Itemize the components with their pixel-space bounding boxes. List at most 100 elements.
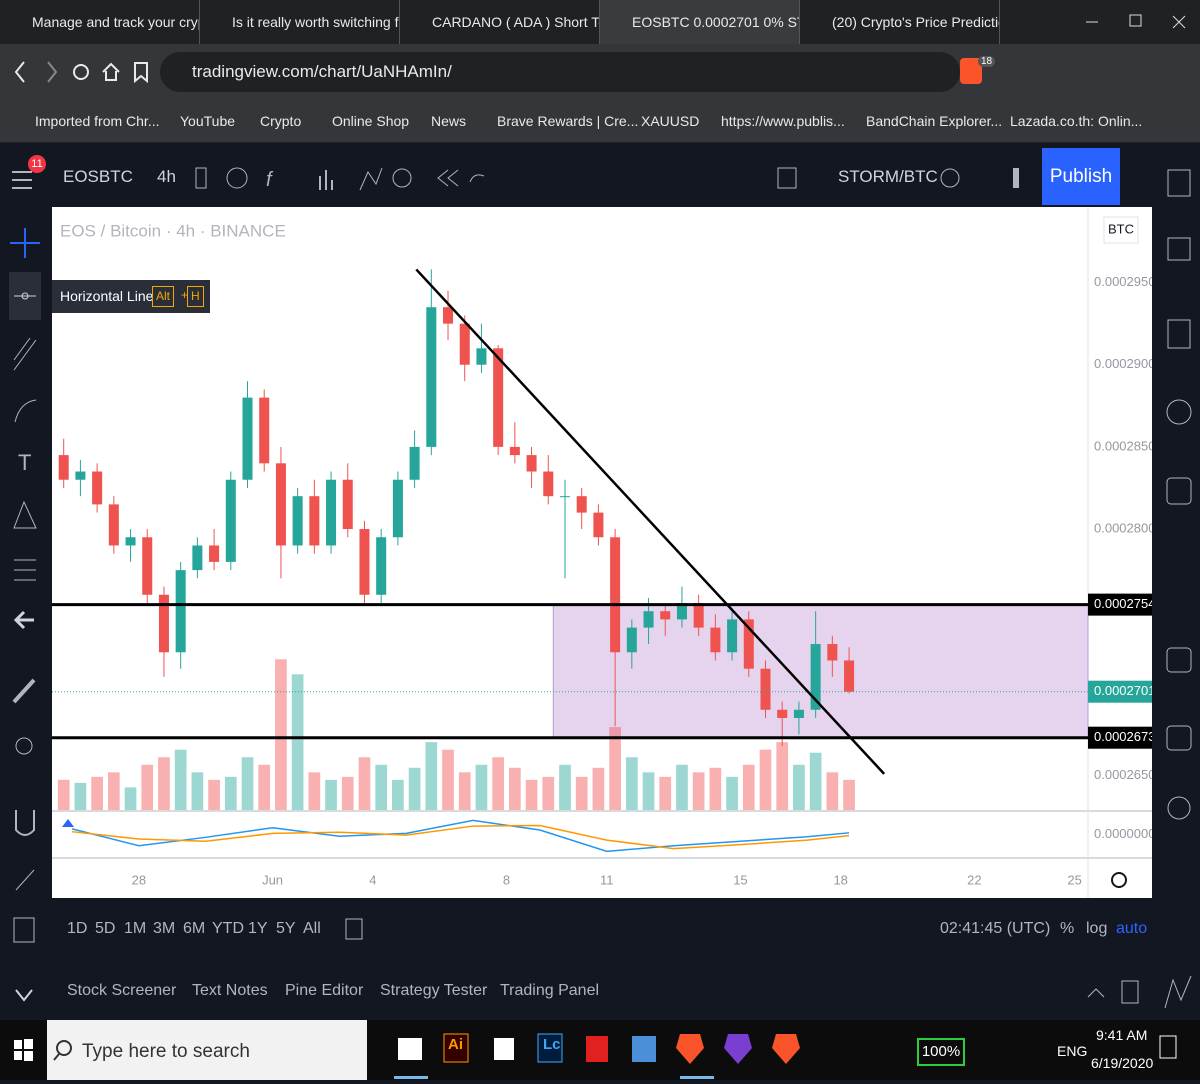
volume-bar — [358, 757, 371, 810]
panel-controls[interactable] — [1080, 975, 1150, 1009]
candle-body — [309, 496, 320, 546]
volume-bar — [408, 767, 421, 810]
time: 9:41 AM — [1096, 1027, 1148, 1043]
trend-line — [415, 268, 886, 775]
candle-body — [727, 619, 738, 653]
x-tick-label: 15 — [733, 872, 747, 887]
x-tick-label: 25 — [1067, 872, 1081, 887]
x-tick-label: 8 — [503, 872, 510, 887]
candle-body — [593, 512, 604, 538]
bookmark[interactable]: Brave Rewards | Cre... — [497, 113, 639, 129]
browser-tab[interactable]: EOSBTC 0.0002701 0% STORM — [600, 0, 800, 44]
panel-tab[interactable]: Trading Panel — [500, 982, 600, 999]
candle-body — [476, 348, 487, 365]
candle-body — [493, 348, 504, 447]
signal-line — [71, 824, 850, 850]
volume-bar — [91, 776, 103, 810]
candle-body — [509, 446, 520, 456]
period-button[interactable]: 1Y — [248, 920, 268, 937]
browser-tab[interactable]: (20) Crypto's Price Prediction — [800, 0, 1000, 44]
candle-body — [676, 602, 687, 620]
app-icon[interactable]: Lc — [543, 1036, 561, 1053]
macd-logo — [62, 819, 74, 827]
scale-option[interactable]: log — [1086, 920, 1108, 937]
candle-body — [626, 627, 637, 653]
publish-button[interactable]: Publish — [1042, 148, 1120, 205]
bookmark[interactable]: Online Shop — [332, 113, 410, 129]
candle-body — [225, 479, 236, 562]
scale-option[interactable]: auto — [1116, 920, 1148, 937]
volume-bar — [208, 779, 220, 810]
volume-bar — [107, 772, 120, 810]
bookmark[interactable]: XAUUSD — [641, 113, 700, 129]
period-button[interactable]: YTD — [212, 920, 244, 937]
volume-bar — [241, 757, 254, 810]
candle-body — [192, 545, 203, 571]
volume-bar — [826, 772, 839, 810]
period-button[interactable]: 5Y — [276, 920, 296, 937]
candle-body — [275, 463, 286, 546]
volume-bar — [375, 764, 388, 810]
volume-bar — [742, 764, 755, 810]
date: 6/19/2020 — [1091, 1055, 1154, 1071]
volume-bar — [726, 776, 738, 810]
panel-tab[interactable]: Stock Screener — [67, 982, 177, 999]
bookmark[interactable]: YouTube — [180, 113, 236, 129]
bookmark[interactable]: Lazada.co.th: Onlin... — [1010, 113, 1143, 129]
period-button[interactable]: All — [303, 920, 321, 937]
period-button[interactable]: 6M — [183, 920, 206, 937]
period-button[interactable]: 1M — [124, 920, 147, 937]
price-badge — [1088, 680, 1152, 703]
right-sidebar — [1164, 169, 1192, 1009]
candle-body — [459, 323, 470, 365]
bookmarks-bar — [0, 100, 1200, 143]
browser-tab[interactable]: Is it really worth switching fro — [200, 0, 400, 44]
date-range-icon[interactable] — [340, 915, 370, 943]
interval[interactable]: 4h — [157, 167, 176, 186]
browser-tab[interactable]: Manage and track your crypt — [0, 0, 200, 44]
settings-icon — [1111, 872, 1127, 888]
period-button[interactable]: 5D — [95, 920, 116, 937]
currency-box — [1103, 216, 1139, 244]
bookmark[interactable]: News — [431, 113, 467, 129]
volume-bar — [609, 727, 621, 810]
url-field[interactable]: tradingview.com/chart/UaNHAmIn/ — [160, 52, 960, 92]
menu-icon[interactable] — [10, 168, 36, 192]
panel-tab[interactable]: Text Notes — [192, 982, 268, 999]
volume-bar — [341, 776, 354, 810]
panel-tab[interactable]: Strategy Tester — [380, 982, 488, 999]
y-tick-label: 0.0002850 — [1094, 438, 1152, 453]
period-button[interactable]: 3M — [153, 920, 176, 937]
bookmark[interactable]: Imported from Chr... — [35, 113, 160, 129]
volume-bar — [575, 776, 588, 810]
browser-tab[interactable]: CARDANO ( ADA ) Short Term — [400, 0, 600, 44]
x-tick-label: 18 — [833, 872, 847, 887]
candle-body — [793, 709, 804, 718]
volume-bar — [224, 776, 237, 810]
language: ENG — [1057, 1043, 1088, 1059]
scale-option[interactable]: % — [1060, 920, 1075, 937]
bookmark[interactable]: BandChain Explorer... — [866, 113, 1003, 129]
candle-body — [125, 537, 136, 546]
bookmark[interactable]: Crypto — [260, 113, 302, 129]
period-button[interactable]: 1D — [67, 920, 88, 937]
brave-icon[interactable] — [960, 58, 982, 84]
symbol[interactable]: EOSBTC — [63, 167, 133, 186]
volume-bar — [425, 742, 438, 810]
candle-body — [142, 537, 153, 595]
app-icon[interactable]: Ai — [448, 1036, 463, 1053]
volume-bar — [659, 776, 672, 810]
panel-tab[interactable]: Pine Editor — [285, 982, 364, 999]
volume-bar — [625, 757, 638, 810]
volume-bar — [258, 764, 271, 810]
volume-bar — [475, 764, 488, 810]
x-tick-label: 4 — [369, 872, 376, 887]
bookmark[interactable]: https://www.publis... — [721, 113, 845, 129]
candle-body — [810, 644, 821, 710]
volume-bar — [308, 772, 321, 810]
compare-symbol[interactable]: STORM/BTC — [838, 167, 938, 186]
search-box[interactable]: Type here to search — [82, 1041, 250, 1062]
candle-body — [610, 537, 621, 653]
window-controls[interactable] — [1080, 0, 1200, 44]
